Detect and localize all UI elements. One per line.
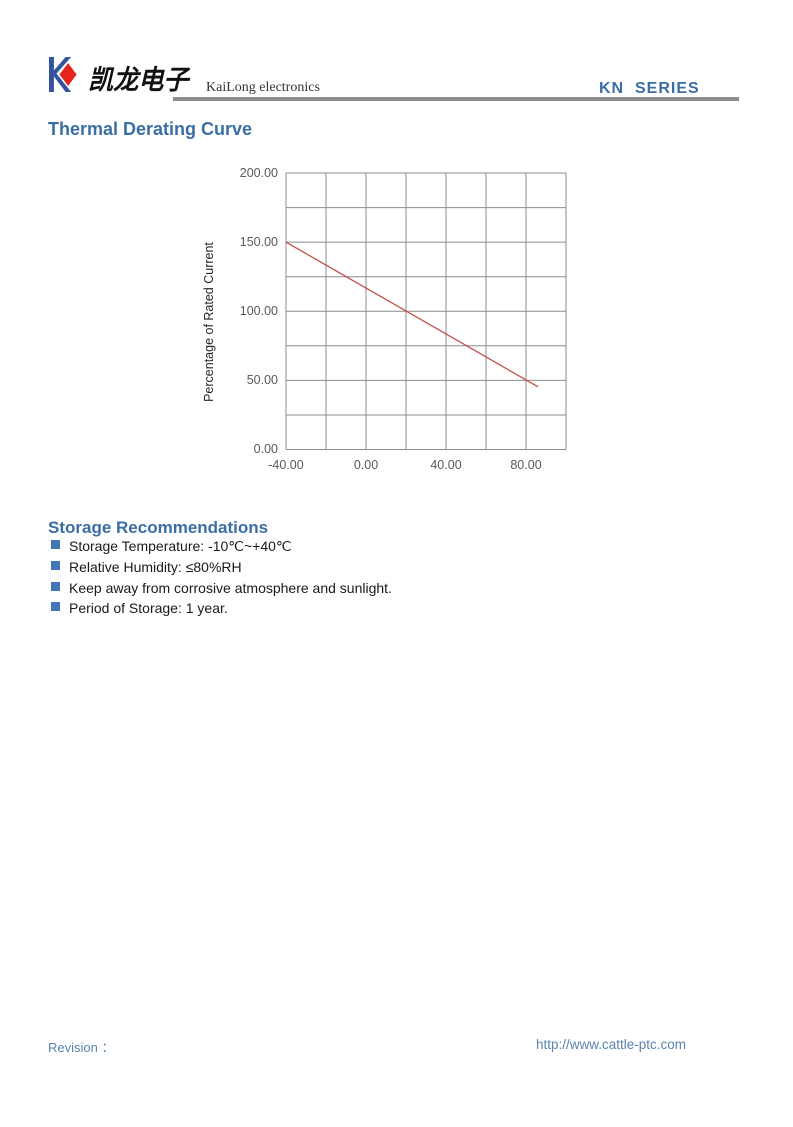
svg-text:0.00: 0.00 [354,458,378,472]
svg-text:Percentage of Rated Current: Percentage of Rated Current [202,242,216,402]
svg-text:50.00: 50.00 [247,373,278,387]
svg-text:200.00: 200.00 [240,166,278,180]
svg-text:100.00: 100.00 [240,304,278,318]
svg-text:-40.00: -40.00 [268,458,303,472]
svg-text:40.00: 40.00 [430,458,461,472]
svg-text:80.00: 80.00 [510,458,541,472]
svg-text:150.00: 150.00 [240,235,278,249]
svg-text:0.00: 0.00 [254,442,278,456]
